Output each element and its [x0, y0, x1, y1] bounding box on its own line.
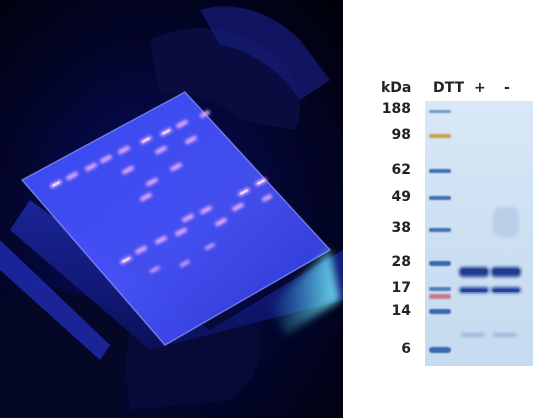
- marker-band-17: [429, 294, 451, 299]
- marker-band-62: [429, 169, 451, 173]
- sds-page-gel: [425, 101, 533, 366]
- lane-label-plus: +: [474, 80, 486, 96]
- marker-label-38: 38: [391, 220, 411, 236]
- marker-label-49: 49: [391, 189, 411, 205]
- marker-band-6: [429, 347, 451, 353]
- marker-band-38: [429, 228, 451, 232]
- marker-band-17a: [429, 287, 451, 291]
- marker-label-62: 62: [391, 162, 411, 178]
- marker-label-98: 98: [391, 127, 411, 143]
- kda-unit-label: kDa: [381, 80, 412, 96]
- dtt-plus-lane: [459, 267, 489, 337]
- lane-label-dtt: DTT: [433, 80, 465, 96]
- marker-label-17: 17: [391, 280, 411, 296]
- marker-label-28: 28: [391, 254, 411, 270]
- lane-label-minus: -: [504, 80, 510, 96]
- dtt-minus-lane: [491, 207, 521, 337]
- marker-band-28: [429, 261, 451, 266]
- uv-gel-illustration: [0, 6, 343, 418]
- uv-gel-photo: [0, 0, 343, 418]
- marker-band-14: [429, 309, 451, 314]
- marker-label-6: 6: [401, 341, 411, 357]
- marker-label-188: 188: [381, 101, 411, 117]
- marker-band-188: [429, 110, 451, 113]
- marker-band-98: [429, 134, 451, 138]
- marker-lane: [429, 110, 451, 353]
- gel-plate: [22, 92, 330, 345]
- marker-label-14: 14: [391, 303, 411, 319]
- marker-band-49: [429, 196, 451, 200]
